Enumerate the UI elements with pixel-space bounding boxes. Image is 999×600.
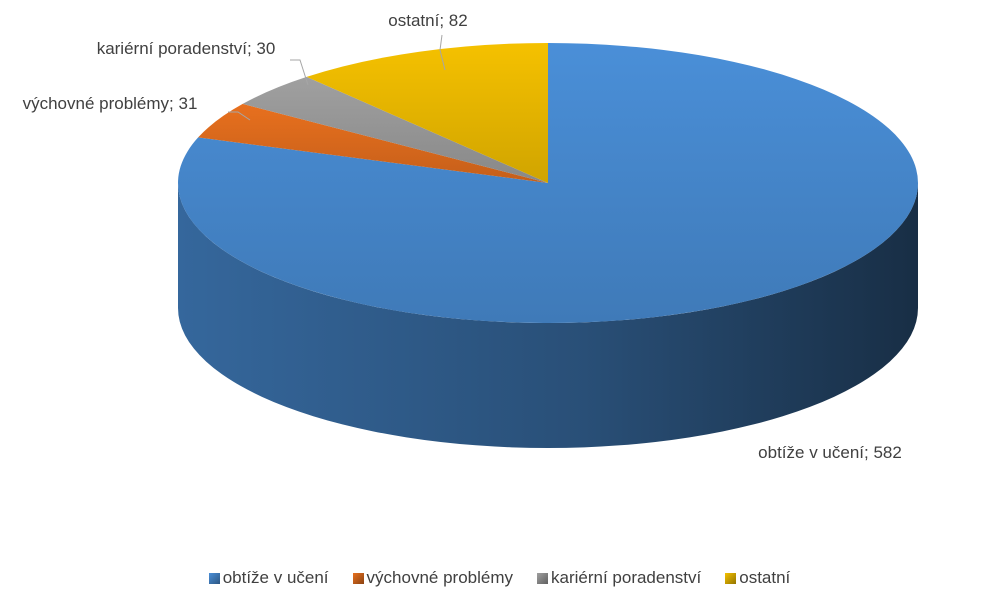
legend-label: obtíže v učení [222,568,329,587]
leader-line [228,111,251,121]
pie-slice [242,76,548,183]
leader-line [439,34,446,71]
legend-swatch [208,573,220,584]
pie-slice [198,103,549,183]
legend-swatch [725,573,737,584]
data-label: obtíže v učení; 582 [758,443,902,462]
legend-item: obtíže v učení [208,568,329,588]
legend: obtíže v učení výchovné problémy kariérní … [0,568,999,588]
legend-label: výchovné problémy [366,568,513,587]
legend-item: výchovné problémy [352,568,513,588]
pie-slice [306,43,548,183]
legend-label: kariérní poradenství [551,568,702,587]
data-label: kariérní poradenství; 30 [96,39,276,58]
data-label: ostatní; 82 [388,11,468,30]
leader-line [290,59,309,86]
legend-swatch [352,573,364,584]
legend-swatch [537,573,548,584]
legend-label: ostatní [739,568,791,587]
legend-item: kariérní poradenství [537,568,701,588]
data-label: výchovné problémy; 31 [22,94,198,113]
legend-item: ostatní [725,568,790,588]
pie-side [178,183,918,448]
